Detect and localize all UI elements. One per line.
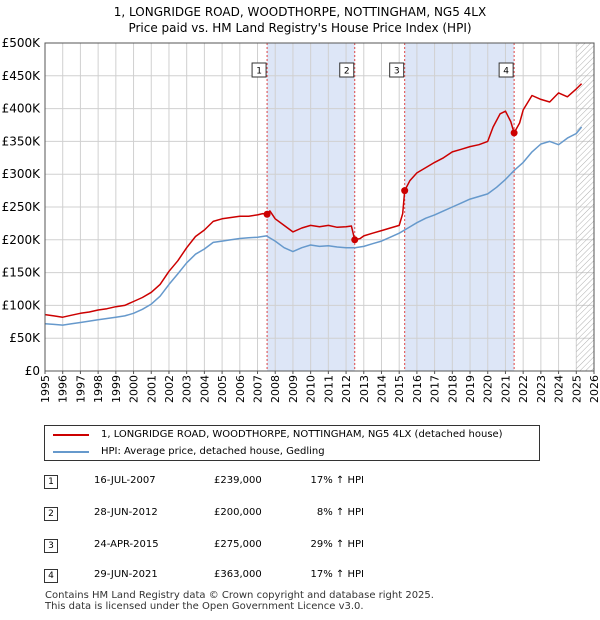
x-tick-label: 1996 — [57, 375, 70, 403]
x-tick-label: 2022 — [517, 375, 530, 403]
sale-number-badge: 2 — [44, 507, 58, 521]
x-tick-label: 2001 — [145, 375, 158, 403]
sale-point — [263, 210, 271, 218]
x-tick-label: 2009 — [287, 375, 300, 403]
x-tick-label: 2012 — [340, 375, 353, 403]
hpi-line — [44, 126, 583, 326]
footer-copyright: Contains HM Land Registry data © Crown c… — [45, 590, 434, 601]
sale-price: £275,000 — [214, 539, 262, 550]
forecast-hatch — [576, 43, 594, 371]
sale-tag-label: 3 — [394, 67, 400, 77]
x-tick-label: 2020 — [482, 375, 495, 403]
x-tick-label: 2019 — [464, 375, 477, 403]
x-tick-label: 1998 — [92, 375, 105, 403]
x-tick-label: 2000 — [128, 375, 141, 403]
x-tick-label: 2010 — [305, 375, 318, 403]
table-row: 2 28-JUN-2012 £200,000 8% ↑ HPI — [44, 504, 544, 524]
x-tick-label: 2024 — [553, 375, 566, 403]
y-tick-label: £300K — [2, 167, 42, 181]
y-tick-label: £0 — [25, 364, 40, 378]
x-tick-label: 2021 — [499, 375, 512, 403]
sale-date: 29-JUN-2021 — [94, 569, 158, 580]
sale-price: £239,000 — [214, 475, 262, 486]
footer: Contains HM Land Registry data © Crown c… — [45, 590, 434, 612]
sale-hpi-change: 29% ↑ HPI — [310, 539, 364, 550]
table-row: 3 24-APR-2015 £275,000 29% ↑ HPI — [44, 536, 544, 556]
sale-date: 16-JUL-2007 — [94, 475, 156, 486]
x-tick-label: 2002 — [163, 375, 176, 403]
sale-tag-box — [339, 62, 355, 78]
legend-label-property: 1, LONGRIDGE ROAD, WOODTHORPE, NOTTINGHA… — [101, 429, 503, 440]
x-tick-label: 2025 — [570, 375, 583, 403]
sale-number-badge: 4 — [44, 569, 58, 583]
x-tick-label: 2026 — [588, 375, 600, 403]
x-tick-label: 2003 — [181, 375, 194, 403]
y-tick-label: £400K — [2, 102, 42, 116]
property-price-line — [44, 83, 583, 318]
table-row: 4 29-JUN-2021 £363,000 17% ↑ HPI — [44, 566, 544, 586]
x-tick-label: 1997 — [74, 375, 87, 403]
sale-date: 24-APR-2015 — [94, 539, 159, 550]
legend-swatch-property — [53, 434, 89, 436]
y-tick-label: £150K — [2, 266, 42, 280]
y-tick-label: £250K — [2, 200, 42, 214]
sale-tag-label: 1 — [256, 67, 262, 77]
table-row: 1 16-JUL-2007 £239,000 17% ↑ HPI — [44, 472, 544, 492]
sale-hpi-change: 8% ↑ HPI — [316, 507, 364, 518]
legend-label-hpi: HPI: Average price, detached house, Gedl… — [101, 446, 325, 457]
x-tick-label: 2017 — [429, 375, 442, 403]
x-tick-label: 1999 — [110, 375, 123, 403]
x-tick-label: 2006 — [234, 375, 247, 403]
sale-price: £200,000 — [214, 507, 262, 518]
sale-hpi-change: 17% ↑ HPI — [310, 569, 364, 580]
price-chart: 1 2 3 4 £0 £50K £100K £150K £200K £250K £300K £350… — [2, 36, 600, 403]
x-tick-label: 2015 — [393, 375, 406, 403]
sale-hpi-change: 17% ↑ HPI — [310, 475, 364, 486]
y-tick-label: £500K — [2, 36, 42, 50]
sale-tag-label: 2 — [344, 67, 350, 77]
sale-tag-box — [498, 62, 514, 78]
x-tick-label: 2016 — [411, 375, 424, 403]
chart-title-line2: Price paid vs. HM Land Registry's House … — [128, 21, 472, 35]
y-tick-label: £450K — [2, 69, 42, 83]
sale-price: £363,000 — [214, 569, 262, 580]
y-tick-label: £350K — [2, 134, 42, 148]
sale-point — [351, 236, 359, 244]
sale-number-badge: 3 — [44, 539, 58, 553]
x-tick-label: 2014 — [375, 375, 388, 403]
legend-swatch-hpi — [53, 451, 89, 453]
y-tick-label: £200K — [2, 233, 42, 247]
x-tick-label: 2013 — [358, 375, 371, 403]
x-tick-label: 2005 — [216, 375, 229, 403]
x-tick-label: 2011 — [322, 375, 335, 403]
chart-legend: 1, LONGRIDGE ROAD, WOODTHORPE, NOTTINGHA… — [44, 425, 540, 461]
chart-title-line1: 1, LONGRIDGE ROAD, WOODTHORPE, NOTTINGHA… — [113, 5, 487, 19]
sale-tag-box — [251, 62, 267, 78]
y-tick-label: £50K — [9, 331, 41, 345]
x-tick-label: 2008 — [269, 375, 282, 403]
sale-date: 28-JUN-2012 — [94, 507, 158, 518]
x-tick-label: 2018 — [446, 375, 459, 403]
x-tick-label: 1995 — [39, 375, 52, 403]
sale-number-badge: 1 — [44, 475, 58, 489]
plot-frame — [44, 42, 595, 372]
sale-point — [401, 187, 409, 195]
footer-licence: This data is licensed under the Open Gov… — [45, 601, 364, 612]
y-tick-label: £100K — [2, 298, 42, 312]
x-tick-label: 2007 — [252, 375, 265, 403]
sale-tag-label: 4 — [503, 67, 509, 77]
x-tick-label: 2023 — [535, 375, 548, 403]
sale-point — [510, 129, 518, 137]
sale-tag-box — [389, 62, 405, 78]
x-tick-label: 2004 — [198, 375, 211, 403]
